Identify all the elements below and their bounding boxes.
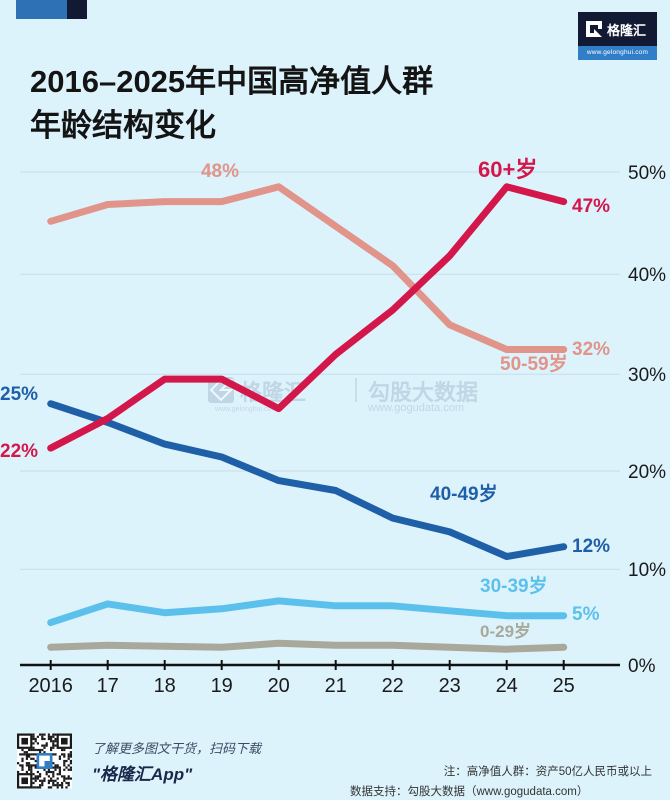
svg-text:www.gogudata.com: www.gogudata.com [367, 402, 464, 414]
svg-text:0-29岁: 0-29岁 [480, 621, 531, 641]
svg-text:23: 23 [439, 675, 461, 697]
svg-text:5%: 5% [572, 604, 600, 625]
svg-text:18: 18 [154, 675, 176, 697]
svg-text:25: 25 [553, 675, 575, 697]
svg-text:22%: 22% [0, 441, 38, 462]
svg-text:22: 22 [382, 675, 404, 697]
svg-text:30%: 30% [628, 365, 666, 386]
svg-text:50-59岁: 50-59岁 [500, 352, 568, 375]
svg-text:12%: 12% [572, 536, 610, 557]
svg-text:40%: 40% [628, 265, 666, 286]
svg-text:21: 21 [325, 675, 347, 697]
svg-text:50%: 50% [628, 163, 666, 184]
svg-text:25%: 25% [0, 384, 38, 405]
svg-text:17: 17 [97, 675, 119, 697]
svg-text:60+岁: 60+岁 [478, 157, 537, 182]
svg-text:47%: 47% [572, 196, 610, 217]
svg-text:24: 24 [496, 675, 518, 697]
svg-text:19: 19 [211, 675, 233, 697]
svg-text:www.gelonghui.com: www.gelonghui.com [214, 406, 277, 413]
svg-text:10%: 10% [628, 560, 666, 581]
svg-text:0%: 0% [628, 656, 656, 677]
svg-text:40-49岁: 40-49岁 [430, 482, 498, 505]
svg-text:20%: 20% [628, 462, 666, 483]
svg-text:30-39岁: 30-39岁 [480, 574, 548, 597]
svg-text:48%: 48% [201, 161, 239, 182]
svg-text:20: 20 [268, 675, 290, 697]
svg-text:2016: 2016 [28, 675, 73, 697]
svg-text:32%: 32% [572, 339, 610, 360]
